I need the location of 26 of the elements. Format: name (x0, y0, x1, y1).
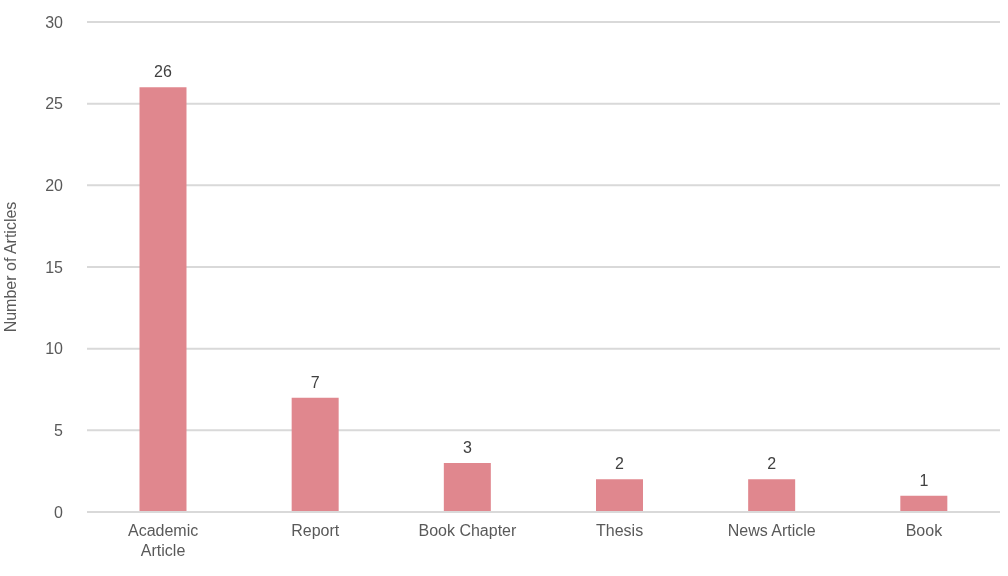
data-label: 26 (154, 63, 172, 81)
bar (443, 463, 491, 512)
y-tick-label: 10 (45, 340, 64, 358)
y-tick-label: 0 (54, 503, 64, 521)
bar (596, 479, 643, 512)
y-tick-label: 15 (45, 258, 64, 276)
y-tick-label: 25 (45, 95, 64, 113)
y-tick-label: 5 (54, 422, 64, 440)
y-axis-title: Number of Articles (1, 201, 19, 333)
bar (900, 495, 948, 512)
x-tick-label: Report (291, 522, 340, 539)
data-label: 2 (767, 455, 777, 473)
bar (291, 397, 339, 512)
x-tick-label: Thesis (596, 522, 644, 539)
data-label: 1 (919, 471, 929, 489)
x-tick-label: News Article (727, 522, 816, 539)
bar (748, 479, 796, 512)
data-label: 7 (310, 373, 320, 391)
data-label: 3 (462, 439, 472, 456)
bar (139, 87, 187, 512)
y-tick-label: 30 (45, 13, 64, 31)
data-label: 2 (615, 455, 625, 473)
x-tick-label: Book Chapter (418, 522, 517, 539)
x-tick-label: Book (905, 522, 944, 539)
x-tick-label: Academic Article (127, 522, 199, 559)
y-tick-label: 20 (45, 177, 64, 195)
